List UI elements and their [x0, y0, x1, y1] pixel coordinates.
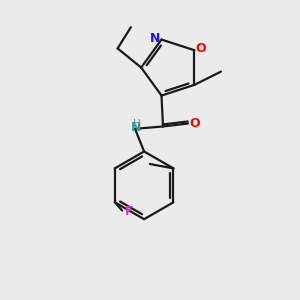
Text: N: N [150, 32, 160, 45]
Text: O: O [196, 42, 206, 55]
Text: F: F [124, 206, 133, 218]
Text: O: O [189, 117, 200, 130]
Text: N: N [131, 121, 142, 134]
Text: H: H [133, 118, 140, 128]
